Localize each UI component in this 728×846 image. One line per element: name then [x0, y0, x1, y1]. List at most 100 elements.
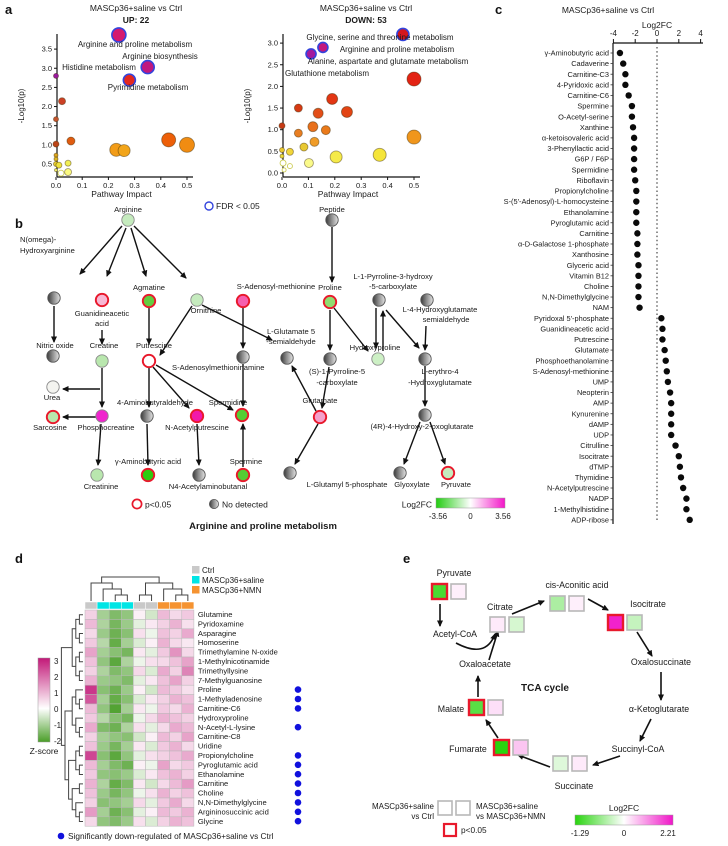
pathway-bubble — [278, 122, 286, 130]
reaction-arrow — [195, 423, 202, 466]
heatmap-cell — [133, 722, 146, 733]
pathway-bubble — [320, 125, 331, 136]
pathway-bubble — [279, 147, 285, 154]
metabolite-name: Glyceric acid — [567, 261, 609, 270]
tca-compound-label: Isocitrate — [630, 599, 666, 609]
reaction-arrow — [106, 227, 127, 277]
log2fc-dot — [677, 474, 685, 481]
metabolite-node — [90, 468, 104, 482]
heatmap-cell — [157, 628, 170, 639]
metabolite-name: Pyroglutamic acid — [551, 218, 609, 227]
tca-compound-label: Citrate — [487, 602, 513, 612]
metabolite-label: L-Glutamate 5 — [267, 327, 315, 336]
significance-dot — [294, 799, 302, 806]
metabolite-node — [393, 466, 407, 480]
reaction-arrow — [130, 227, 148, 277]
pathway-bubble — [140, 59, 155, 75]
heatmap-cell — [96, 760, 110, 771]
metabolite-node — [236, 350, 250, 364]
svg-text:2.0: 2.0 — [268, 82, 278, 91]
heatmap-cell — [96, 628, 110, 639]
heatmap-cell — [169, 750, 183, 761]
pathway-bubble — [305, 48, 317, 60]
significance-dot — [294, 817, 302, 825]
log2fc-dot — [629, 124, 637, 131]
tca-compound: Citrate — [487, 602, 525, 633]
log2fc-dot — [659, 336, 666, 343]
tca-compound-label: Acetyl-CoA — [433, 629, 477, 639]
heatmap-cell — [121, 619, 134, 630]
heatmap-cell — [181, 637, 195, 648]
tca-arrow — [485, 719, 499, 739]
metabolite-node — [325, 213, 339, 227]
metabolite-name: Isocitrate — [579, 452, 609, 461]
heatmap-row-label: Uridine — [198, 742, 222, 751]
metabolite-label: -carboxylate — [316, 378, 357, 387]
tca-arrow — [636, 631, 653, 657]
svg-text:p<0.05: p<0.05 — [461, 825, 487, 835]
heatmap-cell — [84, 760, 98, 771]
heatmap-cell — [133, 760, 146, 771]
group-legend-item: MASCp36+NMN — [192, 586, 262, 595]
heatmap-cell — [96, 637, 110, 648]
tca-arrow — [592, 755, 621, 767]
heatmap-row-label: Homoserine — [198, 638, 239, 647]
metabolite-name: Riboflavin — [577, 176, 609, 185]
metabolite-node — [190, 293, 204, 307]
metabolite-node — [234, 407, 250, 423]
significance-dot — [294, 761, 302, 769]
svg-text:No detected: No detected — [222, 500, 268, 510]
heatmap-cell — [108, 741, 122, 752]
log2fc-dot — [683, 506, 690, 513]
pathway-bubble — [64, 159, 72, 167]
heatmap-row-label: Trimethyllysine — [198, 666, 248, 675]
svg-text:MASCp36+saline: MASCp36+saline — [202, 576, 265, 585]
svg-text:0: 0 — [622, 829, 627, 838]
reaction-arrow — [422, 325, 429, 351]
reaction-arrow — [429, 421, 446, 465]
heatmap-cell — [157, 741, 170, 752]
heatmap-cell — [181, 769, 195, 780]
heatmap-cell — [121, 609, 134, 620]
svg-text:-2: -2 — [54, 737, 62, 746]
heatmap-cell — [121, 637, 134, 648]
svg-text:0.0: 0.0 — [51, 181, 61, 190]
heatmap-cell — [121, 656, 134, 667]
heatmap-cell — [169, 788, 183, 799]
svg-text:vs MASCp36+NMN: vs MASCp36+NMN — [476, 812, 546, 821]
heatmap-cell — [133, 750, 146, 761]
heatmap-cell — [96, 750, 110, 761]
svg-text:MASCp36+saline: MASCp36+saline — [476, 802, 539, 811]
heatmap-cell — [121, 788, 134, 799]
heatmap-cell — [133, 797, 146, 808]
pathway-bubble — [286, 163, 293, 170]
heatmap-cell — [145, 637, 158, 648]
heatmap-cell — [157, 619, 170, 630]
log2fc-dot — [630, 134, 638, 142]
heatmap-cell — [108, 788, 122, 799]
heatmap-cell — [121, 778, 134, 789]
tca-compound-label: Succinate — [555, 781, 594, 791]
heatmap-cell — [96, 647, 110, 658]
heatmap-cell — [145, 722, 158, 733]
heatmap-cell — [108, 816, 122, 827]
svg-text:-4: -4 — [610, 29, 618, 38]
svg-text:3.0: 3.0 — [42, 64, 52, 73]
heatmap-cell — [181, 609, 195, 620]
heatmap-cell — [157, 778, 170, 789]
tca-compound: Malate — [438, 698, 504, 717]
panel-d-caption: Significantly down-regulated of MASCp36+… — [57, 831, 274, 841]
heatmap-cell — [121, 769, 134, 780]
heatmap-cell — [84, 703, 98, 714]
heatmap-cell — [121, 694, 134, 705]
heatmap-cell — [157, 807, 170, 818]
metabolite-name: UDP — [593, 431, 609, 440]
heatmap-cell — [108, 675, 122, 686]
heatmap-cell — [121, 731, 134, 742]
tca-compound-label: Malate — [438, 704, 465, 714]
heatmap-cell — [169, 778, 183, 789]
heatmap-cell — [133, 807, 146, 818]
pathway-bubble — [326, 93, 339, 105]
metabolite-node — [235, 293, 251, 309]
pathway-legend: p<0.05 No detected Log2FC -3.56 0 3.56 — [131, 497, 511, 521]
